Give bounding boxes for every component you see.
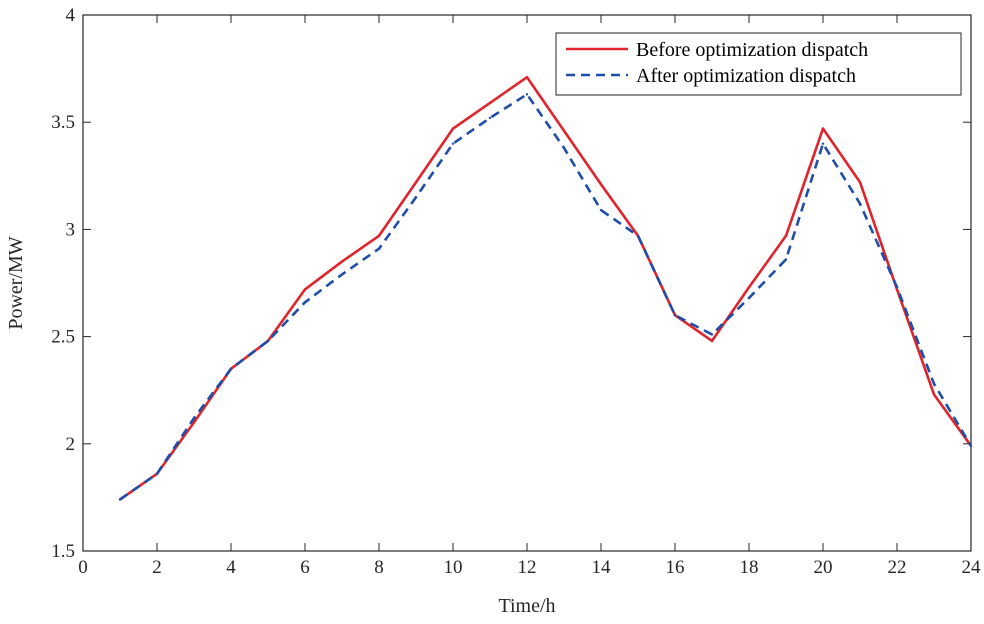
data-point-s1: [858, 202, 862, 205]
data-point-s0: [599, 183, 603, 186]
data-point-s1: [155, 472, 159, 476]
x-tick-label: 12: [518, 557, 537, 578]
x-axis: 0 2 4 6 8 10 12 14 16 18 20 22 24: [78, 15, 981, 578]
y-tick-label: 3.5: [51, 112, 75, 133]
x-axis-label: Time/h: [498, 595, 555, 617]
data-point-s1: [377, 247, 381, 250]
x-tick-label: 2: [152, 557, 162, 578]
data-point-s1: [747, 296, 751, 300]
data-point-s1: [525, 93, 529, 96]
series-layer: [119, 75, 973, 501]
x-tick-label: 24: [962, 557, 982, 578]
data-point-s1: [414, 196, 418, 199]
data-point-s0: [858, 181, 862, 184]
legend-label-before: Before optimization dispatch: [636, 39, 868, 61]
y-tick-label: 4: [66, 5, 76, 26]
legend-box: [555, 32, 962, 96]
data-point-s0: [303, 288, 307, 291]
data-point-s0: [414, 181, 418, 184]
data-point-s1: [488, 116, 492, 120]
data-point-s1: [562, 146, 566, 150]
y-tick-label: 2.5: [51, 327, 75, 348]
data-point-s1: [451, 142, 455, 145]
data-point-s0: [821, 127, 825, 130]
data-point-s0: [895, 288, 899, 291]
data-point-s0: [710, 339, 714, 343]
y-tick-label: 2: [66, 434, 76, 455]
data-point-s1: [303, 301, 307, 304]
y-tick-label: 3: [66, 219, 76, 240]
x-tick-label: 18: [740, 557, 759, 578]
data-point-s1: [118, 498, 122, 501]
data-point-s1: [229, 367, 233, 370]
data-point-s1: [821, 142, 825, 145]
data-point-s1: [266, 339, 270, 343]
x-tick-label: 8: [374, 557, 384, 578]
data-point-s1: [673, 313, 677, 317]
data-point-s1: [710, 333, 714, 336]
x-tick-label: 4: [226, 557, 236, 578]
x-tick-label: 14: [592, 557, 612, 578]
plot-area: [82, 14, 972, 552]
data-point-s1: [636, 234, 640, 238]
data-point-s0: [340, 260, 344, 263]
data-point-s0: [784, 234, 788, 238]
y-tick-label: 1.5: [51, 541, 75, 562]
data-point-s0: [932, 393, 936, 396]
data-point-s1: [969, 444, 973, 448]
data-point-s1: [784, 258, 788, 261]
series-line-1: [119, 93, 973, 501]
data-point-s0: [525, 75, 529, 79]
x-tick-label: 16: [666, 557, 685, 578]
data-point-s1: [932, 382, 936, 385]
legend: Before optimization dispatch After optim…: [555, 32, 962, 96]
legend-label-after: After optimization dispatch: [636, 65, 856, 87]
data-point-s0: [451, 127, 455, 130]
data-point-s1: [599, 208, 603, 212]
data-point-s0: [747, 286, 751, 289]
points-layer: [118, 75, 973, 501]
data-point-s1: [192, 416, 196, 420]
data-point-s1: [340, 273, 344, 276]
x-tick-label: 0: [78, 557, 88, 578]
x-tick-label: 10: [444, 557, 463, 578]
data-point-s0: [562, 129, 566, 132]
y-axis-label: Power/MW: [5, 236, 27, 329]
y-axis: 1.5 2 2.5 3 3.5 4: [51, 5, 971, 562]
x-tick-label: 22: [888, 557, 907, 578]
data-point-s0: [377, 234, 381, 238]
x-tick-label: 6: [300, 557, 310, 578]
data-point-s1: [895, 286, 899, 289]
data-point-s0: [488, 101, 492, 105]
x-tick-label: 20: [814, 557, 833, 578]
data-point-s0: [192, 421, 196, 424]
